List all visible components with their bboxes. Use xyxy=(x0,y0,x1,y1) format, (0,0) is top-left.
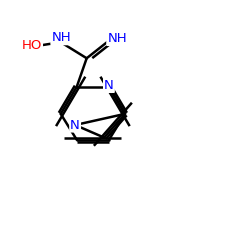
Text: N: N xyxy=(70,118,80,132)
Text: N: N xyxy=(104,79,114,92)
Text: NH: NH xyxy=(107,32,127,45)
Text: HO: HO xyxy=(22,39,42,52)
Text: NH: NH xyxy=(52,31,71,44)
